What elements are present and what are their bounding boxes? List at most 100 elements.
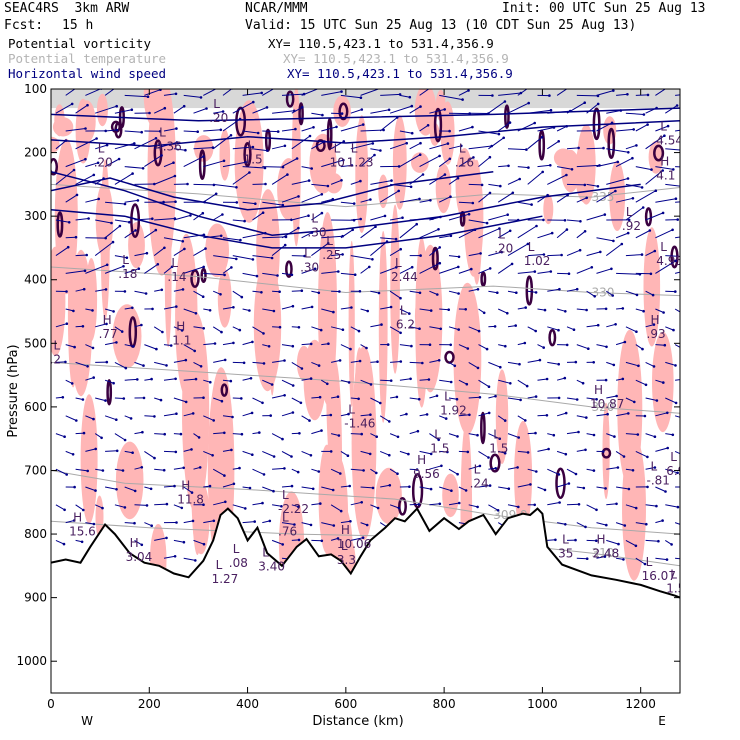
wind-vector-head: [82, 287, 86, 291]
wind-vector: [488, 504, 499, 511]
wind-vector: [547, 174, 567, 185]
wind-vector-head: [357, 329, 361, 333]
wind-vector-head: [516, 218, 520, 222]
wind-vector-head: [102, 177, 105, 180]
wind-vector: [507, 102, 529, 114]
wind-vector: [606, 539, 619, 545]
extrema-type-label: H: [341, 523, 350, 537]
extrema-value-label: 6.2: [396, 318, 415, 332]
wind-vector: [429, 143, 449, 150]
wind-vector-head: [529, 483, 532, 486]
wind-vector-head: [272, 489, 275, 493]
wind-vector: [340, 485, 350, 488]
extrema-type-label: L: [395, 256, 402, 270]
x-tick-label: 800: [433, 697, 456, 711]
wind-vector-head: [251, 340, 254, 344]
wind-vector-head: [621, 377, 625, 381]
wind-vector: [615, 341, 626, 346]
wind-vector-head: [557, 396, 561, 400]
wind-vector: [262, 308, 274, 312]
extrema-value-label: 35: [558, 547, 573, 561]
wind-vector: [222, 342, 234, 346]
wind-vector: [252, 502, 263, 506]
wind-vector: [409, 326, 420, 330]
wind-vector-head: [574, 82, 577, 85]
wind-vector: [448, 290, 459, 294]
wind-vector: [262, 379, 273, 385]
wind-vector: [65, 158, 86, 168]
wind-vector-head: [251, 453, 254, 457]
pv-contour: [444, 350, 455, 364]
wind-vector: [606, 467, 618, 470]
wind-vector-head: [140, 543, 144, 547]
wind-vector-head: [548, 94, 551, 97]
wind-vector-head: [115, 418, 118, 422]
wind-vector-head: [397, 189, 401, 193]
wind-vector-head: [606, 412, 609, 416]
wind-vector: [85, 162, 99, 168]
wind-vector: [458, 450, 468, 453]
wind-vector-head: [557, 328, 560, 332]
below-ground-mask: [51, 508, 680, 693]
wind-vector: [370, 241, 388, 256]
extrema-value-label: 4.95: [656, 254, 683, 268]
wind-vector: [340, 201, 355, 205]
wind-vector-head: [350, 306, 353, 309]
wind-vector: [350, 433, 362, 435]
wind-vector-head: [467, 89, 470, 92]
wind-vector-head: [269, 414, 273, 417]
wind-vector-head: [242, 361, 246, 365]
wind-vector: [163, 413, 177, 417]
wind-vector: [252, 361, 265, 364]
wind-vector-head: [533, 270, 537, 273]
wind-vector-head: [290, 455, 293, 458]
wind-vector-head: [610, 121, 614, 125]
wind-vector: [547, 361, 559, 365]
wind-vector: [212, 468, 225, 477]
wind-vector: [566, 431, 579, 435]
wind-vector: [183, 520, 194, 524]
wind-vector: [85, 264, 108, 274]
wind-vector-head: [438, 154, 441, 158]
wind-vector-head: [175, 305, 178, 308]
wind-vector: [55, 539, 65, 545]
wind-vector: [458, 379, 468, 385]
wind-vector-head: [146, 95, 150, 98]
wind-vector: [252, 212, 264, 221]
wind-vector-head: [584, 525, 587, 529]
wind-vector-head: [457, 292, 460, 295]
wind-vector: [399, 94, 410, 98]
wind-vector: [645, 324, 655, 328]
wind-vector-head: [132, 345, 135, 348]
wind-vector-head: [448, 157, 452, 161]
wind-vector-head: [369, 413, 372, 417]
wind-vector: [439, 450, 448, 453]
wind-vector-head: [151, 307, 154, 311]
wind-vector-head: [123, 290, 127, 293]
wind-vector-head: [605, 345, 608, 349]
wind-vector-head: [446, 142, 450, 145]
wind-vector-head: [686, 128, 689, 131]
extrema-type-label: L: [498, 227, 505, 241]
wind-vector: [311, 212, 323, 221]
wind-vector-head: [300, 289, 304, 293]
wind-vector: [380, 450, 390, 456]
wind-vector: [124, 94, 149, 98]
wind-vector-head: [291, 304, 295, 308]
wind-vector-head: [115, 449, 119, 453]
wind-vector: [104, 265, 124, 274]
wind-vector-head: [579, 220, 582, 223]
wind-vector: [596, 237, 614, 242]
wind-vector-head: [376, 506, 380, 510]
wind-vector-head: [119, 83, 122, 86]
wind-vector-head: [449, 380, 453, 384]
wind-vector-head: [552, 126, 556, 129]
extrema-type-label: L: [562, 533, 569, 547]
wind-vector-head: [585, 196, 588, 200]
wind-vector-head: [429, 309, 433, 312]
legend-wind-xy: XY= 110.5,423.1 to 531.4,356.9: [287, 66, 513, 81]
wind-vector-head: [348, 484, 352, 488]
extrema-value-label: .16: [455, 156, 474, 170]
wind-vector: [675, 129, 680, 132]
